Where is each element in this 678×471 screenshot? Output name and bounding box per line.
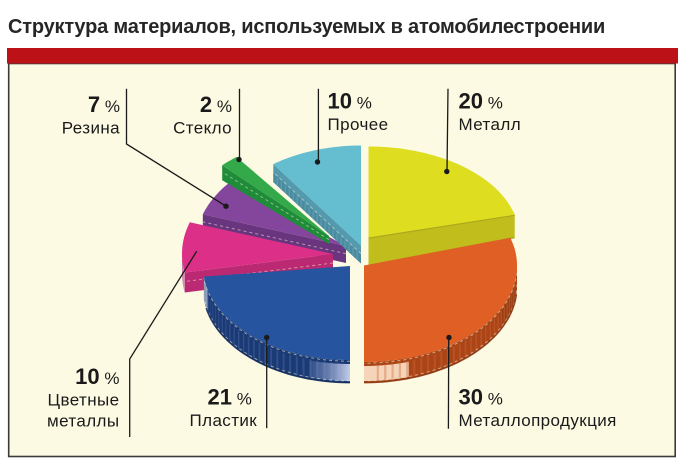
svg-text:Резина: Резина	[62, 119, 120, 138]
svg-text:Металлопродукция: Металлопродукция	[459, 411, 617, 430]
svg-text:10 %: 10 %	[75, 364, 119, 389]
svg-text:30 %: 30 %	[459, 385, 503, 410]
svg-text:7 %: 7 %	[88, 92, 120, 117]
svg-text:10 %: 10 %	[328, 89, 372, 114]
svg-text:20 %: 20 %	[459, 89, 503, 114]
svg-text:Пластик: Пластик	[190, 411, 258, 430]
svg-text:21 %: 21 %	[208, 385, 252, 410]
svg-text:Структура материалов, использу: Структура материалов, используемых в ато…	[8, 16, 605, 38]
svg-text:2 %: 2 %	[200, 92, 232, 117]
svg-text:металлы: металлы	[47, 411, 120, 430]
svg-text:Цветные: Цветные	[48, 391, 120, 410]
svg-text:Металл: Металл	[459, 115, 522, 134]
svg-text:Стекло: Стекло	[173, 119, 232, 138]
svg-text:Прочее: Прочее	[328, 115, 389, 134]
